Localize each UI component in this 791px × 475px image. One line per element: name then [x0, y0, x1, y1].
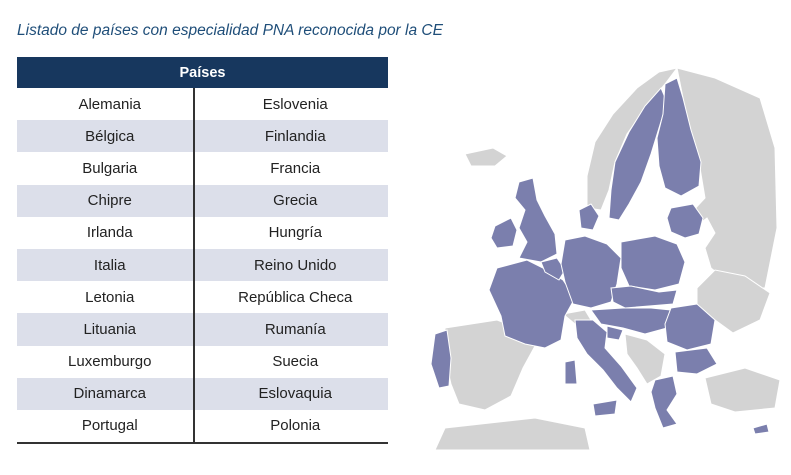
- table-row: Bélgica Finlandia: [17, 120, 388, 153]
- country-cell-right: Eslovaquia: [258, 385, 332, 403]
- country-cell-right: Francia: [270, 159, 321, 177]
- cyprus-shape: [752, 423, 770, 435]
- table-body: Alemania Eslovenia Bélgica Finlandia Bulgari…: [17, 88, 388, 443]
- sweden-shape: [608, 87, 668, 221]
- country-cell-left: Bélgica: [85, 127, 135, 145]
- country-cell-left: Bulgaria: [82, 159, 138, 177]
- highlighted-regions: [430, 77, 770, 435]
- table-row: Letonia República Checa: [17, 281, 388, 313]
- country-cell-left: Lituania: [83, 320, 137, 338]
- table-row: Portugal Polonia: [17, 410, 388, 442]
- table-row: Irlanda Hungría: [17, 217, 388, 249]
- turkey-shape: [704, 367, 781, 413]
- country-cell-right: Grecia: [273, 192, 318, 210]
- north-africa-shape: [434, 417, 591, 450]
- iceland-shape: [464, 147, 508, 167]
- country-cell-left: Chipre: [87, 192, 132, 210]
- belgium-luxembourg-shape: [540, 257, 566, 281]
- poland-shape: [620, 235, 686, 291]
- italy-shape: [574, 319, 638, 403]
- country-cell-right: Eslovenia: [262, 95, 328, 113]
- country-cell-left: Letonia: [85, 288, 135, 306]
- figure-title: Listado de países con especialidad PNA r…: [17, 22, 443, 39]
- table-row: Lituania Rumanía: [17, 313, 388, 346]
- table-row: Dinamarca Eslovaquia: [17, 377, 388, 410]
- table-row: Luxemburgo Suecia: [17, 346, 388, 378]
- country-cell-right: Suecia: [272, 353, 319, 371]
- country-cell-right: Polonia: [270, 417, 321, 435]
- table-row: Bulgaria Francia: [17, 152, 388, 184]
- table-row: Chipre Grecia: [17, 184, 388, 217]
- slovenia-shape: [606, 325, 624, 341]
- country-cell-left: Dinamarca: [73, 385, 147, 403]
- germany-shape: [560, 235, 622, 309]
- column-divider: [193, 88, 195, 443]
- country-cell-right: República Checa: [238, 288, 353, 306]
- table-header: Países: [17, 57, 388, 88]
- united-kingdom-shape: [514, 177, 558, 263]
- finland-shape: [656, 77, 702, 197]
- country-cell-right: Reino Unido: [253, 256, 337, 274]
- country-cell-right: Finlandia: [264, 127, 326, 145]
- table-row: Alemania Eslovenia: [17, 88, 388, 120]
- denmark-shape: [578, 203, 600, 231]
- country-cell-left: Portugal: [81, 417, 138, 435]
- ireland-shape: [490, 217, 518, 249]
- country-cell-right: Hungría: [268, 224, 322, 242]
- country-cell-left: Irlanda: [86, 224, 133, 242]
- non-member-regions: [434, 67, 781, 450]
- czech-slovakia-shape: [610, 285, 678, 309]
- baltics-shape: [666, 203, 704, 239]
- romania-shape: [664, 303, 716, 351]
- country-cell-left: Alemania: [78, 95, 142, 113]
- greece-shape: [650, 375, 678, 429]
- country-cell-left: Italia: [93, 256, 126, 274]
- table-bottom-border: [17, 442, 388, 444]
- country-cell-left: Luxemburgo: [68, 353, 152, 371]
- table-row: Italia Reino Unido: [17, 248, 388, 282]
- countries-table: Países Alemania Eslovenia Bélgica Finlandia…: [17, 57, 388, 444]
- balkans-shape: [624, 333, 666, 385]
- country-cell-right: Rumanía: [264, 320, 326, 338]
- portugal-shape: [430, 329, 452, 389]
- bulgaria-shape: [674, 347, 718, 375]
- sicily-sardinia-shape: [564, 359, 618, 417]
- europe-map: [430, 67, 781, 450]
